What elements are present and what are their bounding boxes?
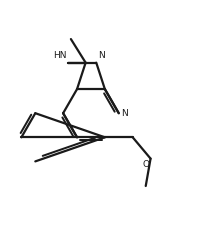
Text: N: N [121, 109, 128, 118]
Text: N: N [98, 51, 105, 60]
Text: O: O [143, 160, 150, 169]
Text: HN: HN [53, 51, 66, 60]
